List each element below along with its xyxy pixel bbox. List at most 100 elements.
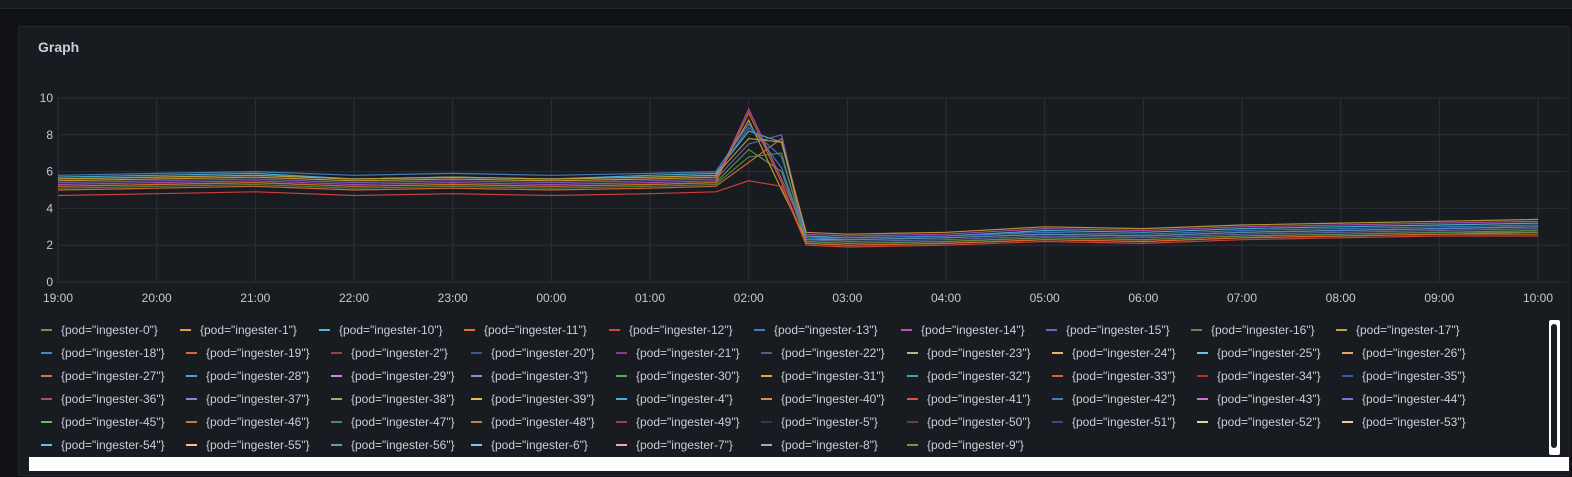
legend-swatch	[1052, 398, 1063, 400]
legend-item[interactable]: {pod="ingester-25"}	[1197, 345, 1321, 361]
legend-item[interactable]: {pod="ingester-45"}	[41, 414, 165, 430]
legend-swatch	[1052, 352, 1063, 354]
legend-item[interactable]: {pod="ingester-3"}	[471, 368, 588, 384]
legend-swatch	[471, 444, 482, 446]
legend-item[interactable]: {pod="ingester-4"}	[616, 391, 733, 407]
legend-swatch	[331, 352, 342, 354]
legend-item[interactable]: {pod="ingester-22"}	[761, 345, 885, 361]
legend-label: {pod="ingester-44"}	[1362, 392, 1466, 406]
legend-item[interactable]: {pod="ingester-19"}	[186, 345, 310, 361]
legend-item[interactable]: {pod="ingester-12"}	[609, 322, 733, 338]
legend-item[interactable]: {pod="ingester-26"}	[1342, 345, 1466, 361]
legend-swatch	[754, 329, 765, 331]
x-tick-label: 07:00	[1227, 291, 1257, 305]
x-tick-label: 22:00	[339, 291, 369, 305]
legend-item[interactable]: {pod="ingester-10"}	[319, 322, 443, 338]
legend-item[interactable]: {pod="ingester-33"}	[1052, 368, 1176, 384]
legend-item[interactable]: {pod="ingester-52"}	[1197, 414, 1321, 430]
legend-item[interactable]: {pod="ingester-55"}	[186, 437, 310, 453]
legend-item[interactable]: {pod="ingester-30"}	[616, 368, 740, 384]
legend-item[interactable]: {pod="ingester-2"}	[331, 345, 448, 361]
legend-item[interactable]: {pod="ingester-14"}	[901, 322, 1025, 338]
legend-label: {pod="ingester-40"}	[781, 392, 885, 406]
legend-item[interactable]: {pod="ingester-38"}	[331, 391, 455, 407]
legend-item[interactable]: {pod="ingester-7"}	[616, 437, 733, 453]
legend-item[interactable]: {pod="ingester-1"}	[180, 322, 297, 338]
y-tick-label: 0	[46, 275, 53, 289]
legend-item[interactable]: {pod="ingester-56"}	[331, 437, 455, 453]
legend-swatch	[1197, 421, 1208, 423]
legend-swatch	[41, 421, 52, 423]
legend-item[interactable]: {pod="ingester-28"}	[186, 368, 310, 384]
legend-label: {pod="ingester-3"}	[491, 369, 588, 383]
legend-item[interactable]: {pod="ingester-46"}	[186, 414, 310, 430]
legend-label: {pod="ingester-53"}	[1362, 415, 1466, 429]
legend-swatch	[186, 352, 197, 354]
legend-item[interactable]: {pod="ingester-34"}	[1197, 368, 1321, 384]
legend-swatch	[471, 421, 482, 423]
legend-swatch	[907, 398, 918, 400]
legend-item[interactable]: {pod="ingester-41"}	[907, 391, 1031, 407]
legend-item[interactable]: {pod="ingester-29"}	[331, 368, 455, 384]
legend-item[interactable]: {pod="ingester-8"}	[761, 437, 878, 453]
legend-item[interactable]: {pod="ingester-15"}	[1046, 322, 1170, 338]
legend-item[interactable]: {pod="ingester-17"}	[1336, 322, 1460, 338]
legend-label: {pod="ingester-1"}	[200, 323, 297, 337]
legend-item[interactable]: {pod="ingester-36"}	[41, 391, 165, 407]
legend-item[interactable]: {pod="ingester-11"}	[464, 322, 587, 338]
legend-label: {pod="ingester-56"}	[351, 438, 455, 452]
legend-item[interactable]: {pod="ingester-47"}	[331, 414, 455, 430]
legend-item[interactable]: {pod="ingester-50"}	[907, 414, 1031, 430]
legend-label: {pod="ingester-26"}	[1362, 346, 1466, 360]
legend-item[interactable]: {pod="ingester-54"}	[41, 437, 165, 453]
legend-item[interactable]: {pod="ingester-24"}	[1052, 345, 1176, 361]
legend-item[interactable]: {pod="ingester-44"}	[1342, 391, 1466, 407]
legend-item[interactable]: {pod="ingester-51"}	[1052, 414, 1176, 430]
legend-item[interactable]: {pod="ingester-40"}	[761, 391, 885, 407]
legend-swatch	[616, 398, 627, 400]
legend-scrollbar[interactable]	[1549, 320, 1560, 455]
x-tick-label: 21:00	[240, 291, 270, 305]
legend-item[interactable]: {pod="ingester-35"}	[1342, 368, 1466, 384]
legend-item[interactable]: {pod="ingester-13"}	[754, 322, 878, 338]
legend-item[interactable]: {pod="ingester-21"}	[616, 345, 740, 361]
legend-item[interactable]: {pod="ingester-32"}	[907, 368, 1031, 384]
x-tick-label: 03:00	[832, 291, 862, 305]
legend-label: {pod="ingester-35"}	[1362, 369, 1466, 383]
legend-item[interactable]: {pod="ingester-5"}	[761, 414, 878, 430]
y-tick-label: 6	[46, 165, 53, 179]
legend-item[interactable]: {pod="ingester-42"}	[1052, 391, 1176, 407]
legend-label: {pod="ingester-30"}	[636, 369, 740, 383]
legend-item[interactable]: {pod="ingester-6"}	[471, 437, 588, 453]
legend-item[interactable]: {pod="ingester-16"}	[1191, 322, 1315, 338]
graph-panel: Graph 0 2 4 6 8 10 19:00 20:00 21:00 22:00 23:00 0…	[18, 26, 1570, 476]
legend-item[interactable]: {pod="ingester-9"}	[907, 437, 1024, 453]
legend-swatch	[1342, 398, 1353, 400]
legend-item[interactable]: {pod="ingester-18"}	[41, 345, 165, 361]
legend-item[interactable]: {pod="ingester-49"}	[616, 414, 740, 430]
legend-item[interactable]: {pod="ingester-39"}	[471, 391, 595, 407]
legend-item[interactable]: {pod="ingester-27"}	[41, 368, 165, 384]
legend-swatch	[616, 375, 627, 377]
legend-swatch	[907, 352, 918, 354]
panel-title[interactable]: Graph	[38, 39, 80, 55]
legend-item[interactable]: {pod="ingester-37"}	[186, 391, 310, 407]
legend-swatch	[1342, 375, 1353, 377]
legend-item[interactable]: {pod="ingester-48"}	[471, 414, 595, 430]
series-line	[57, 122, 1539, 241]
legend-label: {pod="ingester-25"}	[1217, 346, 1321, 360]
horizontal-scrollbar[interactable]	[29, 457, 1569, 471]
x-tick-label: 08:00	[1326, 291, 1356, 305]
legend-scroll-thumb[interactable]	[1551, 324, 1557, 448]
legend-item[interactable]: {pod="ingester-31"}	[761, 368, 885, 384]
series-lines	[57, 107, 1539, 248]
legend-item[interactable]: {pod="ingester-43"}	[1197, 391, 1321, 407]
x-axis: 19:00 20:00 21:00 22:00 23:00 00:00 01:00 02:00…	[43, 291, 1553, 305]
legend-item[interactable]: {pod="ingester-23"}	[907, 345, 1031, 361]
legend-swatch	[616, 444, 627, 446]
legend-swatch	[1197, 398, 1208, 400]
legend-item[interactable]: {pod="ingester-20"}	[471, 345, 595, 361]
legend-item[interactable]: {pod="ingester-53"}	[1342, 414, 1466, 430]
legend-item[interactable]: {pod="ingester-0"}	[41, 322, 158, 338]
legend-swatch	[41, 398, 52, 400]
